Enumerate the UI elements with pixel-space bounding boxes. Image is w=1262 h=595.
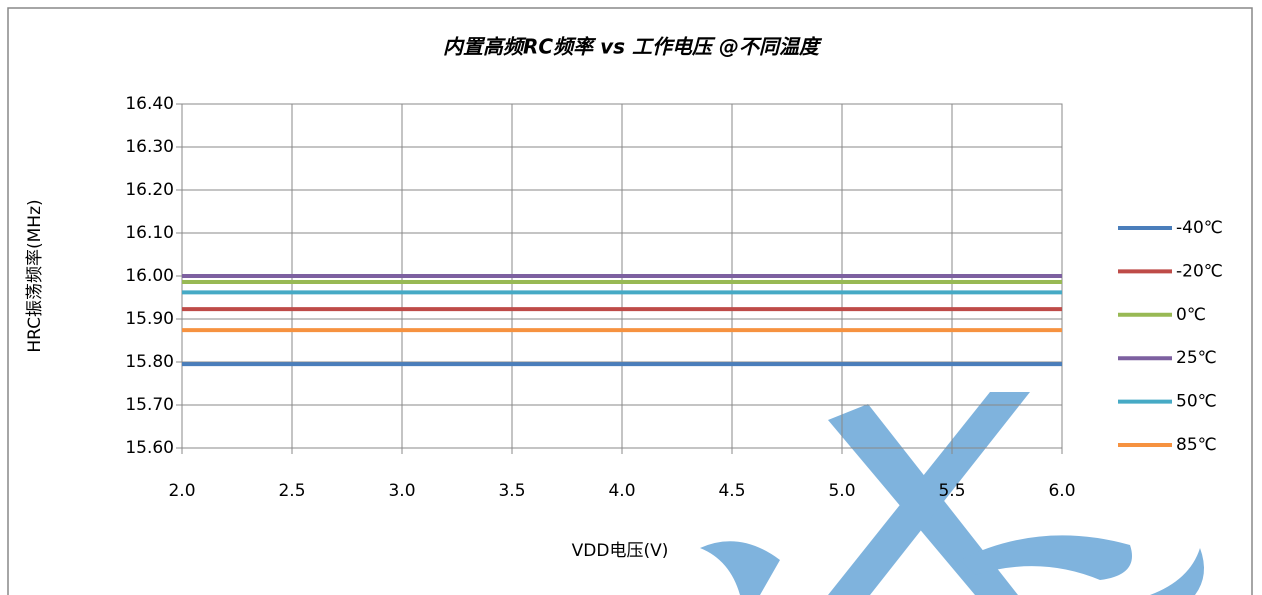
y-tick-label: 15.70 (125, 395, 174, 415)
y-tick-label: 15.80 (125, 352, 174, 372)
watermark (700, 392, 1204, 595)
x-tick-label: 4.5 (718, 481, 745, 501)
y-tick-label: 15.60 (125, 438, 174, 458)
y-tick-label: 16.00 (125, 266, 174, 286)
y-axis-label: HRC振荡频率(MHz) (25, 199, 45, 352)
legend-label: -20℃ (1176, 261, 1223, 281)
chart-border (7, 7, 1253, 595)
x-tick-label: 2.0 (168, 481, 195, 501)
x-tick-label: 3.0 (388, 481, 415, 501)
x-tick-label: 4.0 (608, 481, 635, 501)
chart-title: 内置高频RC频率 vs 工作电压 @不同温度 (443, 35, 823, 59)
legend-label: -40℃ (1176, 218, 1223, 238)
legend-label: 0℃ (1176, 305, 1206, 325)
legend-label: 25℃ (1176, 348, 1217, 368)
legend-label: 85℃ (1176, 435, 1217, 455)
x-axis-label: VDD电压(V) (572, 541, 669, 561)
x-tick-label: 5.0 (828, 481, 855, 501)
legend-label: 50℃ (1176, 392, 1217, 412)
x-tick-label: 3.5 (498, 481, 525, 501)
x-tick-label: 2.5 (278, 481, 305, 501)
y-tick-label: 16.40 (125, 94, 174, 114)
x-tick-label: 6.0 (1048, 481, 1075, 501)
y-tick-label: 16.10 (125, 223, 174, 243)
y-tick-label: 16.20 (125, 180, 174, 200)
x-tick-label: 5.5 (938, 481, 965, 501)
y-tick-label: 16.30 (125, 137, 174, 157)
y-tick-label: 15.90 (125, 309, 174, 329)
